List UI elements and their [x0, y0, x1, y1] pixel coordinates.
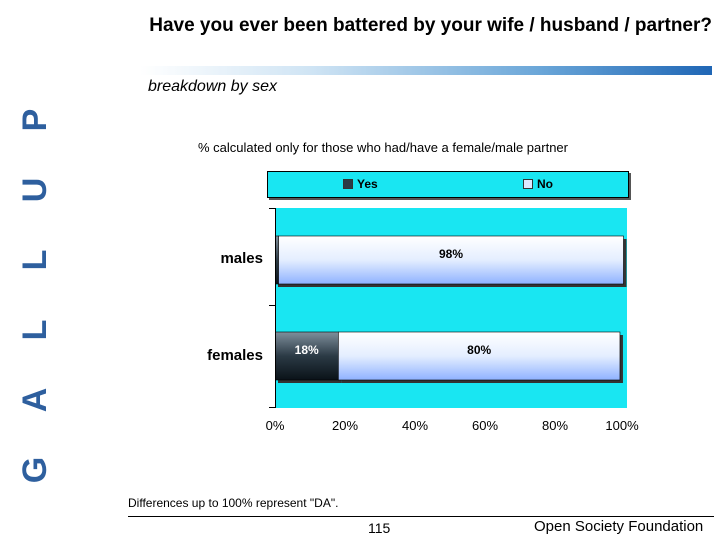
footer-divider [128, 516, 714, 517]
chart-legend: Yes No [267, 171, 629, 198]
x-tick-label: 80% [541, 418, 569, 433]
bar-no-females [338, 331, 621, 381]
gallup-letters: G A L L U P [16, 109, 54, 484]
page-subtitle: breakdown by sex [148, 78, 277, 95]
organization-name: Open Society Foundation [534, 518, 704, 535]
legend-swatch-no [523, 179, 533, 189]
x-tick-label: 20% [331, 418, 359, 433]
gallup-letter: G [16, 457, 54, 483]
x-tick-label: 100% [605, 418, 639, 433]
chart-note: % calculated only for those who had/have… [198, 140, 568, 155]
x-tick-label: 60% [471, 418, 499, 433]
title-gradient-bar [140, 66, 712, 75]
x-tick-label: 0% [265, 418, 285, 433]
gallup-letter: L [16, 250, 54, 271]
page-number: 115 [368, 520, 391, 536]
gallup-letter: L [16, 320, 54, 341]
category-label-females: females [207, 347, 263, 364]
x-tick-label: 40% [401, 418, 429, 433]
data-label-no-males: 98% [439, 247, 463, 261]
footer-note: Differences up to 100% represent "DA". [128, 496, 339, 510]
plot-area: 1%98%18%80% [274, 208, 627, 408]
gallup-letter: U [16, 178, 54, 203]
page-title: Have you ever been battered by your wife… [149, 15, 712, 36]
y-axis-line [275, 208, 276, 408]
gallup-letter: P [16, 109, 54, 132]
y-axis-tick [269, 305, 275, 306]
data-label-yes-females: 18% [295, 343, 319, 357]
category-label-males: males [220, 250, 263, 267]
y-axis-tick [269, 407, 275, 408]
data-label-no-females: 80% [467, 343, 491, 357]
bar-no-males [278, 235, 624, 285]
bars-svg: 1%98%18%80% [274, 235, 627, 383]
legend-label-no: No [537, 177, 553, 191]
gallup-logo: G A L L U P [0, 0, 70, 540]
legend-swatch-yes [343, 179, 353, 189]
legend-label-yes: Yes [357, 177, 378, 191]
legend-item-yes: Yes [343, 177, 378, 191]
legend-item-no: No [523, 177, 553, 191]
y-axis-tick [269, 208, 275, 209]
gallup-letter: A [16, 388, 54, 413]
